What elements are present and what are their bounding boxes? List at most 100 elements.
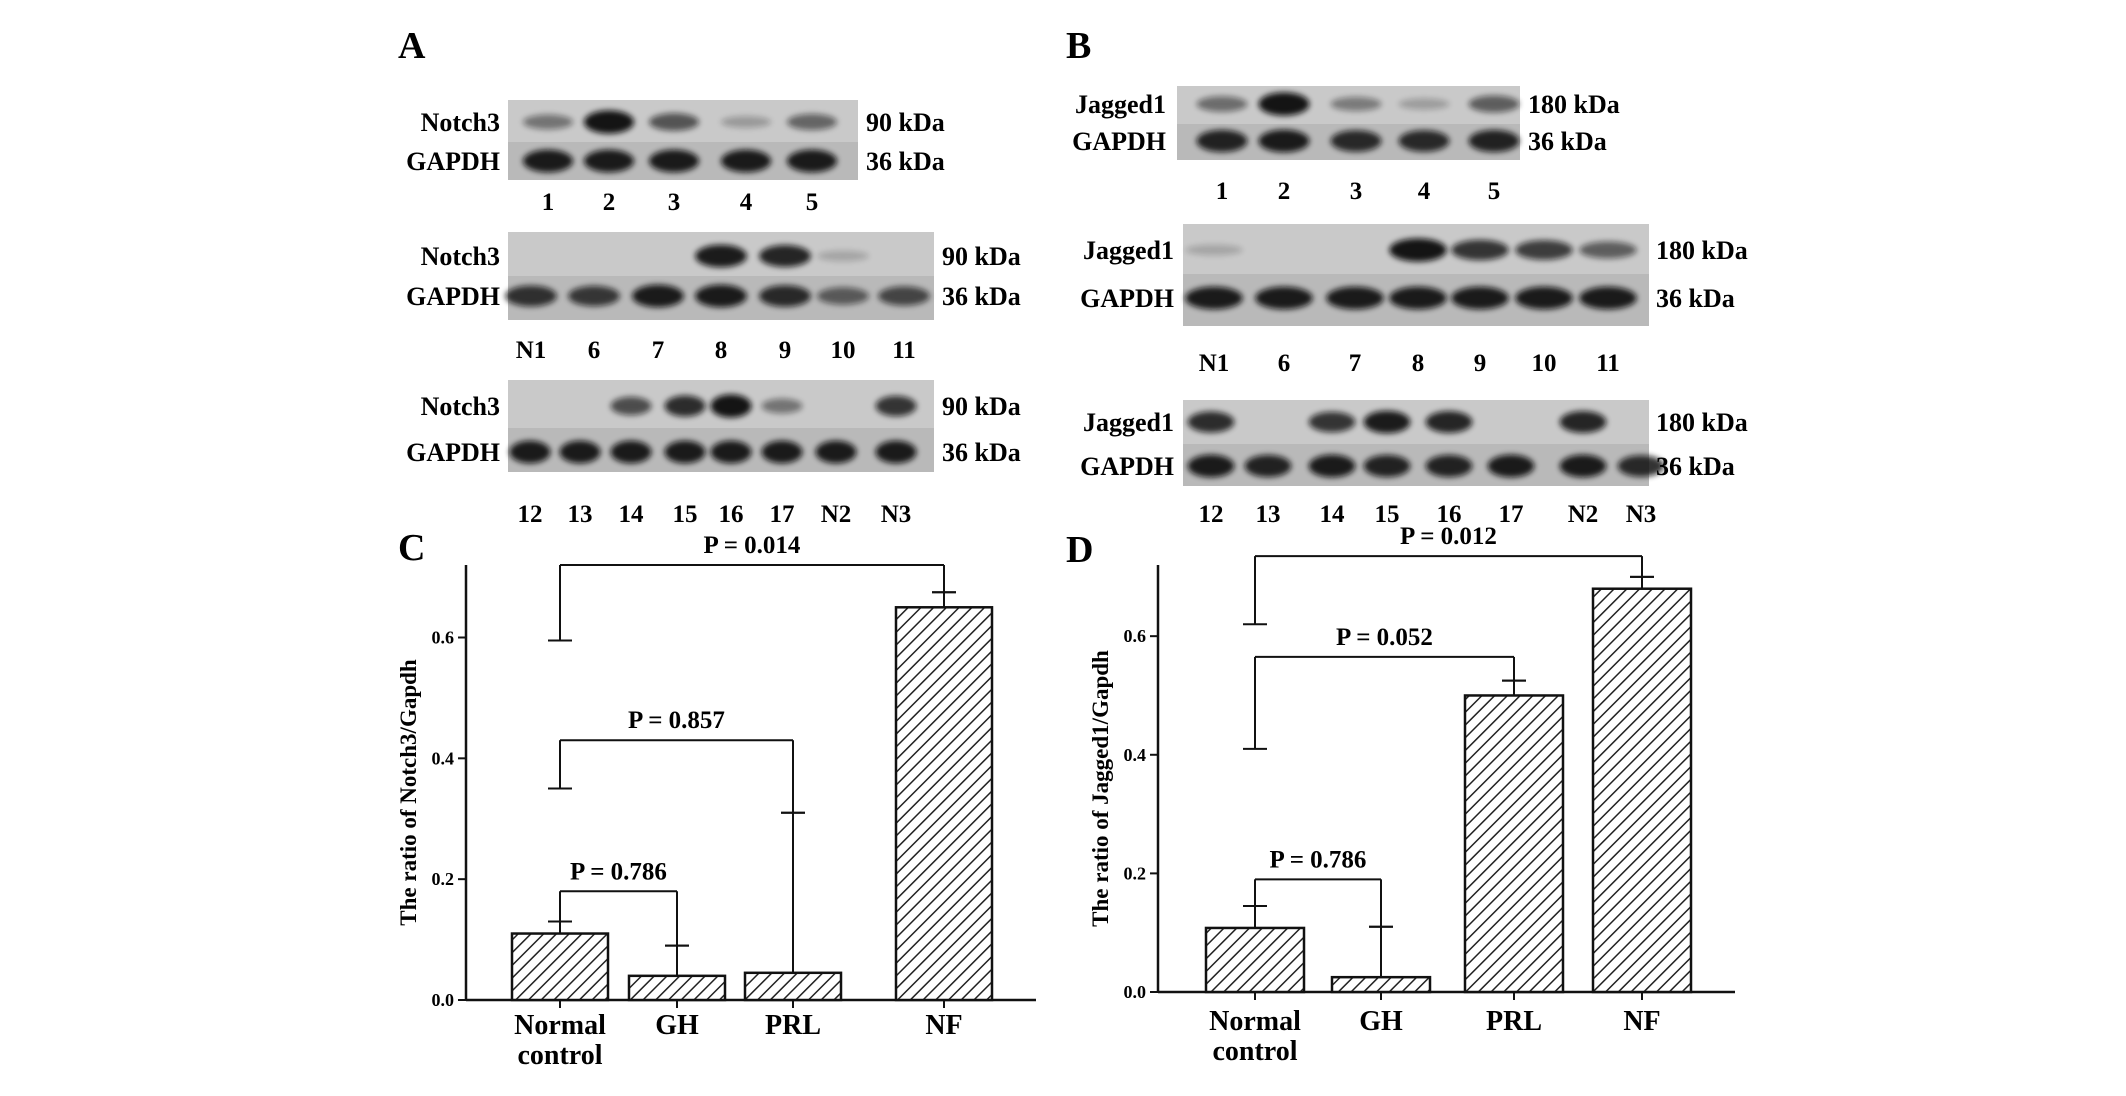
lane-label: 1	[542, 189, 555, 216]
control-kda-label: 36 kDa	[1656, 284, 1735, 313]
target-band	[786, 113, 838, 131]
control-band	[1185, 286, 1243, 310]
western-blot-a-1: Notch3 GAPDH 90 kDa 36 kDa 1 2 3 4 5	[406, 100, 945, 216]
lane-label: 6	[588, 337, 601, 364]
category-label-line: Normal	[514, 1010, 606, 1041]
lane-label: 11	[1596, 350, 1620, 377]
control-band	[1363, 454, 1411, 478]
category-label-line: Normal	[1209, 1006, 1301, 1037]
lane-label: 12	[1199, 501, 1224, 528]
control-protein-label: GAPDH	[406, 282, 500, 311]
lane-label: 3	[668, 189, 681, 216]
p-value-label: P = 0.052	[1336, 624, 1433, 651]
p-value-label: P = 0.014	[704, 532, 801, 559]
target-band	[1330, 96, 1382, 112]
target-protein-label: Jagged1	[1083, 236, 1174, 265]
lane-label: 5	[806, 189, 819, 216]
control-band	[1187, 454, 1235, 478]
target-protein-label: Notch3	[421, 392, 500, 421]
lane-label: 5	[1488, 178, 1501, 205]
significance-bracket: P = 0.012	[1243, 523, 1654, 626]
lane-label: 17	[770, 501, 795, 528]
y-tick-label: 0.6	[1124, 626, 1147, 646]
control-band	[1425, 454, 1473, 478]
target-kda-label: 90 kDa	[942, 242, 1021, 271]
lane-label: N3	[881, 501, 912, 528]
lane-label: 14	[619, 501, 645, 528]
control-protein-label: GAPDH	[1072, 127, 1166, 156]
category-label-line: NF	[925, 1010, 962, 1041]
target-band	[1579, 241, 1637, 259]
panel-c-bar-chart: 0.0 0.2 0.4 0.6 The ratio of Notch3/Gapdh Nor…	[396, 532, 1036, 1071]
target-band	[1451, 239, 1509, 261]
lane-label: 17	[1499, 501, 1524, 528]
control-band	[559, 440, 601, 464]
control-band	[583, 149, 635, 173]
p-value-label: P = 0.012	[1400, 523, 1497, 550]
target-band	[720, 116, 772, 128]
control-band	[1326, 286, 1384, 310]
control-band	[509, 440, 551, 464]
target-band	[664, 395, 706, 417]
control-band	[1255, 286, 1313, 310]
lane-label: 15	[673, 501, 698, 528]
lane-label: N2	[1568, 501, 1599, 528]
y-tick-label: 0.2	[1124, 863, 1147, 883]
control-protein-label: GAPDH	[1080, 452, 1174, 481]
control-band	[568, 285, 620, 307]
target-band	[1258, 92, 1310, 116]
target-kda-label: 180 kDa	[1656, 408, 1748, 437]
target-band	[610, 396, 652, 416]
control-band	[1389, 286, 1447, 310]
category-label: Normal control	[514, 1010, 606, 1071]
control-band	[1451, 286, 1509, 310]
lane-label: 14	[1320, 501, 1346, 528]
target-band	[1515, 240, 1573, 260]
lane-label: N3	[1626, 501, 1657, 528]
lane-label: 12	[518, 501, 543, 528]
target-band	[817, 250, 869, 262]
category-label-line: control	[1212, 1036, 1297, 1067]
target-protein-label: Jagged1	[1075, 90, 1166, 119]
control-band	[1468, 129, 1520, 153]
lane-label: 13	[1256, 501, 1281, 528]
control-band	[710, 440, 752, 464]
western-blot-b-1: Jagged1 GAPDH 180 kDa 36 kDa 1 2 3 4 5	[1072, 86, 1620, 205]
target-band	[1196, 96, 1248, 112]
control-band	[505, 285, 557, 307]
lane-label: 13	[568, 501, 593, 528]
lane-label: 1	[1216, 178, 1229, 205]
target-band	[522, 114, 574, 130]
bar	[510, 932, 610, 1002]
control-band	[648, 149, 700, 173]
target-band	[695, 244, 747, 268]
category-label: GH	[1359, 1006, 1403, 1037]
lane-label: N1	[516, 337, 547, 364]
western-blot-a-2: Notch3 GAPDH 90 kDa 36 kDa N1 6 7 8 9 10 11	[406, 232, 1021, 364]
lane-label: 4	[1418, 178, 1431, 205]
control-band	[695, 284, 747, 308]
significance-bracket: P = 0.786	[548, 858, 689, 947]
control-band	[817, 287, 869, 305]
target-protein-label: Notch3	[421, 242, 500, 271]
category-label-line: PRL	[1486, 1006, 1542, 1037]
lane-label: 2	[603, 189, 616, 216]
bar	[1204, 926, 1306, 994]
category-label-line: GH	[1359, 1006, 1403, 1037]
target-band	[1398, 98, 1450, 110]
y-axis-label: The ratio of Notch3/Gapdh	[396, 659, 421, 926]
target-protein-label: Notch3	[421, 108, 500, 137]
lane-label: 4	[740, 189, 753, 216]
target-band	[1425, 411, 1473, 433]
control-band	[759, 285, 811, 307]
control-kda-label: 36 kDa	[1528, 127, 1607, 156]
control-band	[610, 440, 652, 464]
control-band	[1330, 130, 1382, 152]
significance-bracket: P = 0.786	[1243, 846, 1393, 928]
lane-label: 3	[1350, 178, 1363, 205]
panel-letter-a: A	[398, 25, 426, 67]
category-label-line: control	[517, 1040, 602, 1071]
significance-bracket: P = 0.052	[1243, 624, 1526, 750]
